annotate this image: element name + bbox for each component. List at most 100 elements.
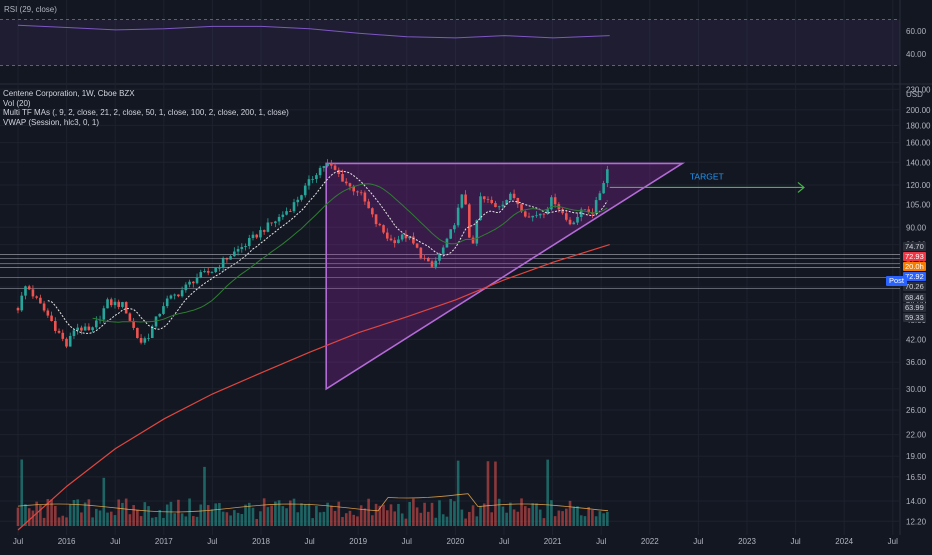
volume-bar [113,515,117,526]
candle-body [162,306,165,314]
volume-bar [262,498,266,526]
volume-bar [456,460,460,526]
candle-body [486,199,490,200]
volume-bar [404,518,408,526]
x-tick-label: 2021 [544,537,562,546]
volume-bar [468,511,471,526]
volume-bar [367,498,370,526]
candle-body [281,214,285,217]
candle-body [318,167,322,176]
volume-bar [214,503,217,526]
symbol-title[interactable]: Centene Corporation, 1W, Cboe BZX [3,89,135,98]
volume-bar [247,502,251,526]
price-tag-grey: 68.46 [903,292,926,302]
volume-indicator-label[interactable]: Vol (20) [3,98,31,108]
chart-legend: Centene Corporation, 1W, Cboe BZX Vol (2… [3,89,289,127]
candle-body [251,234,255,239]
candle-body [109,299,113,306]
volume-bar [587,506,590,526]
candle-body [449,229,452,239]
volume-bar [266,507,270,526]
volume-bar [296,512,300,526]
volume-bar [109,511,113,526]
volume-bar [445,516,449,526]
candle-body [367,201,370,209]
candle-body [546,209,549,215]
candle-body [247,238,251,247]
volume-bar [441,514,445,526]
volume-bar [39,505,42,526]
volume-bar [218,503,221,526]
volume-bar [285,508,288,526]
volume-bar [80,512,83,526]
price-tag-grey: 70.26 [903,282,926,292]
candle-body [423,257,426,259]
y-tick-label: 42.00 [906,335,927,344]
candle-body [259,230,262,238]
candle-body [143,338,147,343]
candle-body [225,258,229,260]
candle-body [479,196,482,221]
volume-bar [307,503,311,526]
volume-bar [486,461,490,526]
candle-body [594,200,598,214]
candle-body [31,289,35,297]
volume-bar [523,506,527,526]
candle-body [471,237,475,244]
volume-bar [315,505,318,526]
volume-bar [124,498,128,526]
rsi-band [0,19,900,66]
candle-body [579,209,583,217]
candle-body [344,181,348,184]
x-tick-label: Jul [402,537,412,546]
y-tick-label: 230.00 [906,85,931,94]
volume-bar [356,516,359,526]
candle-body [460,194,464,208]
candle-body [296,199,300,203]
volume-bar [591,510,594,526]
x-tick-label: Jul [304,537,314,546]
candle-body [20,295,24,311]
candle-body [412,236,415,244]
volume-bar [449,498,452,526]
volume-bar [147,506,150,526]
candle-body [139,338,143,343]
volume-bar [255,518,259,526]
candle-body [68,335,72,347]
candle-body [311,179,314,180]
volume-bar [195,516,199,526]
volume-bar [143,502,147,526]
candle-body [501,204,505,207]
volume-bar [561,511,564,526]
candle-body [490,199,494,204]
candle-body [117,301,121,307]
vwap-indicator-label[interactable]: VWAP (Session, hlc3, 0, 1) [3,117,100,127]
candle-body [572,222,576,225]
candle-body [128,313,132,321]
volume-bar [412,498,415,526]
volume-bar [423,502,426,526]
volume-bar [117,499,121,526]
volume-bar [281,506,285,526]
candle-body [221,258,225,268]
volume-bar [520,498,523,526]
moving-averages-label[interactable]: Multi TF MAs (, 9, 2, close, 21, 2, clos… [3,108,289,118]
volume-bar [598,511,602,526]
x-tick-label: Jul [499,537,509,546]
rsi-tick-label: 60.00 [906,27,927,36]
candle-body [124,302,128,314]
volume-bar [173,513,176,526]
candle-body [512,193,516,198]
volume-bar [259,511,262,526]
volume-bar [419,512,423,526]
volume-bar [229,515,232,526]
candle-body [233,251,236,257]
volume-bar [434,517,438,526]
volume-bar [427,511,430,526]
candle-body [415,243,419,248]
volume-bar [359,505,363,526]
candle-body [277,216,281,222]
price-tag-orange: 20.0h [903,262,926,272]
